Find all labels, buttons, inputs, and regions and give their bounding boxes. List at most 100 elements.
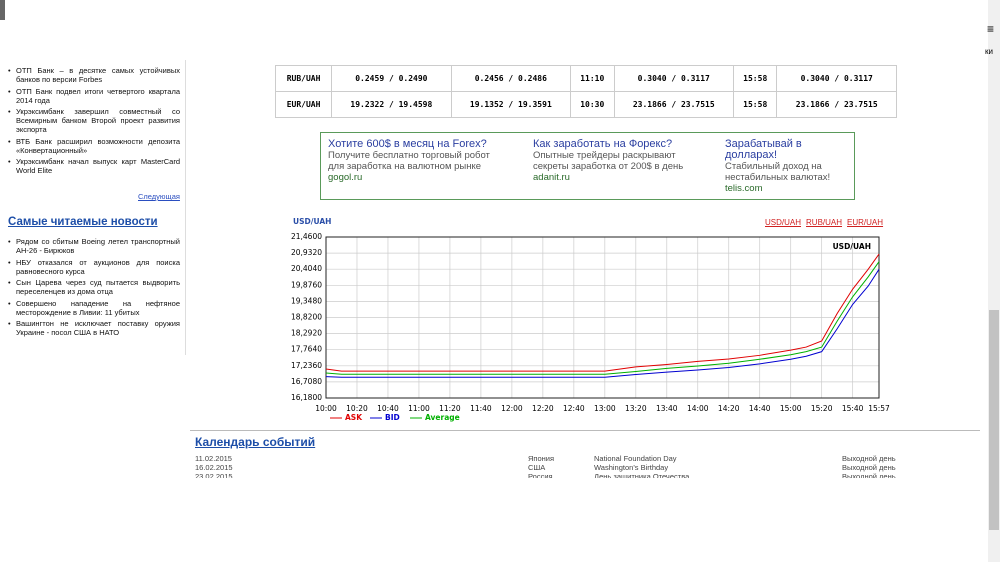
news-item[interactable]: Вашингтон не исключает поставку оружия У… bbox=[8, 319, 180, 337]
x-tick-label: 15:57 bbox=[868, 404, 890, 413]
chart-link[interactable]: EUR/UAH bbox=[847, 218, 884, 227]
x-tick-label: 13:40 bbox=[656, 404, 678, 413]
y-tick-label: 18,2920 bbox=[291, 329, 322, 338]
news-item[interactable]: ВТБ Банк расширил возможности депозита «… bbox=[8, 137, 180, 155]
scroll-thumb[interactable] bbox=[989, 310, 999, 530]
y-tick-label: 19,8760 bbox=[291, 280, 322, 289]
y-tick-label: 16,7080 bbox=[291, 377, 322, 386]
news-list: ОТП Банк – в десятке самых устойчивых ба… bbox=[8, 66, 180, 178]
table-cell: 0.2459 / 0.2490 bbox=[331, 65, 452, 92]
news-item[interactable]: ОТП Банк подвел итоги четвертого квартал… bbox=[8, 87, 180, 105]
table-cell: 19.2322 / 19.4598 bbox=[331, 91, 452, 118]
ad-site: telis.com bbox=[725, 183, 763, 194]
legend-label: BID bbox=[385, 413, 400, 422]
y-tick-label: 17,2360 bbox=[291, 361, 322, 370]
ad-text: Стабильный доход на нестабильных валютах… bbox=[725, 161, 831, 183]
table-row: RUB/UAH 0.2459 / 0.2490 0.2456 / 0.2486 11:… bbox=[274, 65, 897, 92]
table-cell: 19.1352 / 19.3591 bbox=[450, 91, 572, 118]
legend-label: ASK bbox=[345, 413, 363, 422]
inset-title: USD/UAH bbox=[833, 242, 871, 251]
news-item[interactable]: Совершено нападение на нефтяное месторож… bbox=[8, 299, 180, 317]
calendar-cell: Выходной день bbox=[842, 472, 896, 478]
calendar-title[interactable]: Календарь событий bbox=[195, 435, 316, 449]
x-tick-label: 13:20 bbox=[625, 404, 647, 413]
ad-site: adanit.ru bbox=[533, 172, 570, 183]
x-tick-label: 12:20 bbox=[532, 404, 554, 413]
table-cell: 10:30 bbox=[570, 91, 615, 118]
table-cell: 15:58 bbox=[732, 91, 778, 118]
table-cell: 15:58 bbox=[732, 65, 778, 92]
divider bbox=[190, 430, 980, 431]
calendar-cell: День защитника Отечества bbox=[594, 472, 690, 478]
ad[interactable]: Хотите 600$ в месяц на Forex? Получите бе… bbox=[328, 138, 508, 184]
y-tick-label: 19,3480 bbox=[291, 296, 322, 305]
table-cell: 23.1866 / 23.7515 bbox=[776, 91, 897, 118]
news-item[interactable]: Укрэксимбанк начал выпуск карт MasterCar… bbox=[8, 157, 180, 175]
ad-site: gogol.ru bbox=[328, 172, 363, 183]
y-tick-label: 20,4040 bbox=[291, 264, 322, 273]
x-tick-label: 12:00 bbox=[501, 404, 523, 413]
news-item[interactable]: НБУ отказался от аукционов для поиска ра… bbox=[8, 258, 180, 276]
series-line bbox=[325, 261, 880, 375]
next-link[interactable]: Следующая bbox=[138, 192, 180, 201]
news-item[interactable]: Сын Царева через суд пытается выдворить … bbox=[8, 278, 180, 296]
chart-links: USD/UAH RUB/UAH EUR/UAH bbox=[765, 218, 888, 227]
table-cell: RUB/UAH bbox=[274, 65, 333, 92]
news-item[interactable]: ОТП Банк – в десятке самых устойчивых ба… bbox=[8, 66, 180, 84]
x-tick-label: 11:40 bbox=[470, 404, 492, 413]
x-tick-label: 11:20 bbox=[439, 404, 461, 413]
chart-link[interactable]: RUB/UAH bbox=[806, 218, 843, 227]
table-cell: 0.3040 / 0.3117 bbox=[776, 65, 897, 92]
table-cell: 11:10 bbox=[570, 65, 615, 92]
y-tick-label: 21,4600 bbox=[291, 232, 322, 241]
chart-link[interactable]: USD/UAH bbox=[765, 218, 802, 227]
rates-table: RUB/UAH 0.2459 / 0.2490 0.2456 / 0.2486 11:… bbox=[274, 65, 897, 118]
ad-text: Опытные трейдеры раскрывают секреты зара… bbox=[533, 150, 684, 172]
ad-title: Как заработать на Форекс? bbox=[533, 138, 673, 150]
y-tick-label: 16,1800 bbox=[291, 393, 322, 402]
table-cell: 23.1866 / 23.7515 bbox=[613, 91, 734, 118]
calendar-cell: 16.02.2015 bbox=[195, 463, 233, 472]
ad-title: Зарабатывай в долларах! bbox=[725, 138, 802, 161]
menu-icon[interactable]: ≡ bbox=[987, 22, 995, 36]
x-tick-label: 11:00 bbox=[408, 404, 430, 413]
calendar-cell: США bbox=[528, 463, 546, 472]
plot-border bbox=[325, 236, 880, 399]
calendar-cell: Россия bbox=[528, 472, 553, 478]
section-title[interactable]: Самые читаемые новости bbox=[8, 216, 158, 228]
series-line bbox=[325, 269, 880, 378]
x-tick-label: 14:20 bbox=[718, 404, 740, 413]
chart: USD/UAH 16,1800 16,7080 17,2360 17,7640 18,2… bbox=[291, 217, 890, 422]
table-row: EUR/UAH 19.2322 / 19.4598 19.1352 / 19.359… bbox=[274, 91, 897, 118]
y-tick-label: 18,8200 bbox=[291, 313, 322, 322]
calendar-cell: Washington's Birthday bbox=[594, 463, 669, 472]
table-cell: 0.3040 / 0.3117 bbox=[613, 65, 734, 92]
x-tick-label: 14:00 bbox=[687, 404, 709, 413]
news-item[interactable]: Укрэксимбанк завершил совместный со Всем… bbox=[8, 107, 180, 134]
x-tick-label: 12:40 bbox=[563, 404, 585, 413]
calendar-cell: 23.02.2015 bbox=[195, 472, 233, 478]
calendar-cell: Выходной день bbox=[842, 454, 896, 463]
calendar-cell: Япония bbox=[528, 454, 555, 463]
news-item[interactable]: Рядом со сбитым Boeing летел транспортны… bbox=[8, 237, 180, 255]
x-tick-label: 15:40 bbox=[842, 404, 864, 413]
x-tick-label: 15:00 bbox=[780, 404, 802, 413]
series-line bbox=[325, 253, 880, 372]
chart-title: USD/UAH bbox=[293, 217, 331, 226]
ad[interactable]: Зарабатывай в долларах! Стабильный доход … bbox=[725, 138, 845, 195]
ad-title: Хотите 600$ в месяц на Forex? bbox=[328, 138, 487, 150]
x-tick-label: 10:40 bbox=[377, 404, 399, 413]
ad-text: Получите бесплатно торговый робот для за… bbox=[328, 150, 490, 172]
popular-list: Рядом со сбитым Boeing летел транспортны… bbox=[8, 237, 180, 340]
calendar-cell: Выходной день bbox=[842, 463, 896, 472]
y-tick-label: 20,9320 bbox=[291, 248, 322, 257]
calendar: 11.02.2015 Япония National Foundation Day В… bbox=[0, 454, 988, 478]
x-tick-label: 10:20 bbox=[346, 404, 368, 413]
ad-box[interactable]: Хотите 600$ в месяц на Forex? Получите бе… bbox=[320, 132, 855, 200]
legend-label: Average bbox=[425, 413, 460, 422]
x-tick-label: 14:40 bbox=[749, 404, 771, 413]
column-border bbox=[185, 60, 186, 355]
x-tick-label: 13:00 bbox=[594, 404, 616, 413]
y-tick-label: 17,7640 bbox=[291, 345, 322, 354]
ad[interactable]: Как заработать на Форекс? Опытные трейдер… bbox=[533, 138, 713, 184]
